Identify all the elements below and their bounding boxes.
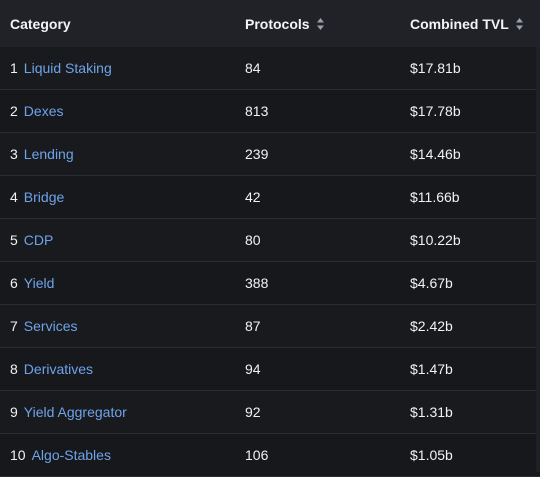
protocols-header-label: Protocols bbox=[245, 16, 310, 32]
category-cell: 8 Derivatives bbox=[10, 361, 93, 377]
table-row: 4 Bridge 42 $11.66b bbox=[0, 176, 540, 219]
protocols-cell: 92 bbox=[245, 404, 261, 420]
category-link[interactable]: Yield Aggregator bbox=[23, 404, 127, 420]
rank-number: 9 bbox=[10, 404, 18, 420]
category-column-header: Category bbox=[10, 16, 71, 32]
tvl-cell: $2.42b bbox=[410, 318, 453, 334]
category-link[interactable]: Lending bbox=[23, 146, 74, 162]
category-link[interactable]: Liquid Staking bbox=[23, 60, 112, 76]
table-row: 7 Services 87 $2.42b bbox=[0, 305, 540, 348]
category-link[interactable]: CDP bbox=[23, 232, 54, 248]
table-row: 3 Lending 239 $14.46b bbox=[0, 133, 540, 176]
rank-number: 8 bbox=[10, 361, 18, 377]
tvl-cell: $14.46b bbox=[410, 146, 461, 162]
protocols-cell: 94 bbox=[245, 361, 261, 377]
category-cell: 10 Algo-Stables bbox=[10, 447, 111, 463]
table-row: 2 Dexes 813 $17.78b bbox=[0, 90, 540, 133]
category-link[interactable]: Services bbox=[23, 318, 78, 334]
table-row: 1 Liquid Staking 84 $17.81b bbox=[0, 47, 540, 90]
tvl-cell: $11.66b bbox=[410, 189, 460, 205]
protocols-cell: 388 bbox=[245, 275, 269, 291]
rank-number: 10 bbox=[10, 447, 26, 463]
category-link[interactable]: Bridge bbox=[23, 189, 65, 205]
rank-number: 6 bbox=[10, 275, 18, 291]
tvl-header-label: Combined TVL bbox=[410, 16, 509, 32]
tvl-cell: $17.81b bbox=[410, 60, 461, 76]
rank-number: 1 bbox=[10, 60, 18, 76]
tvl-cell: $1.05b bbox=[410, 447, 453, 463]
tvl-cell: $17.78b bbox=[410, 103, 461, 119]
category-cell: 4 Bridge bbox=[10, 189, 64, 205]
protocols-cell: 87 bbox=[245, 318, 261, 334]
tvl-cell: $4.67b bbox=[410, 275, 453, 291]
protocols-cell: 42 bbox=[245, 189, 261, 205]
protocols-cell: 80 bbox=[245, 232, 261, 248]
table-row: 5 CDP 80 $10.22b bbox=[0, 219, 540, 262]
category-cell: 3 Lending bbox=[10, 146, 74, 162]
tvl-cell: $1.47b bbox=[410, 361, 453, 377]
rank-number: 2 bbox=[10, 103, 18, 119]
rank-number: 7 bbox=[10, 318, 18, 334]
protocols-cell: 84 bbox=[245, 60, 261, 76]
tvl-column-header[interactable]: Combined TVL bbox=[410, 16, 524, 32]
table-row: 6 Yield 388 $4.67b bbox=[0, 262, 540, 305]
tvl-cell: $1.31b bbox=[410, 404, 453, 420]
sort-icon[interactable] bbox=[515, 17, 524, 31]
table-header: Category Protocols Combined TVL bbox=[0, 0, 540, 48]
protocols-column-header[interactable]: Protocols bbox=[245, 16, 325, 32]
scrollbar[interactable] bbox=[536, 47, 540, 472]
category-link[interactable]: Yield bbox=[23, 275, 55, 291]
category-link[interactable]: Derivatives bbox=[23, 361, 94, 377]
category-header-label: Category bbox=[10, 16, 71, 32]
tvl-cell: $10.22b bbox=[410, 232, 461, 248]
rank-number: 5 bbox=[10, 232, 18, 248]
category-cell: 7 Services bbox=[10, 318, 77, 334]
rank-number: 4 bbox=[10, 189, 18, 205]
protocols-cell: 239 bbox=[245, 146, 269, 162]
rank-number: 3 bbox=[10, 146, 18, 162]
table-row: 10 Algo-Stables 106 $1.05b bbox=[0, 434, 540, 477]
table-row: 8 Derivatives 94 $1.47b bbox=[0, 348, 540, 391]
protocols-cell: 813 bbox=[245, 103, 269, 119]
category-cell: 9 Yield Aggregator bbox=[10, 404, 127, 420]
category-link[interactable]: Dexes bbox=[23, 103, 64, 119]
category-cell: 2 Dexes bbox=[10, 103, 63, 119]
category-cell: 1 Liquid Staking bbox=[10, 60, 112, 76]
category-link[interactable]: Algo-Stables bbox=[31, 447, 111, 463]
category-cell: 5 CDP bbox=[10, 232, 53, 248]
table-row: 9 Yield Aggregator 92 $1.31b bbox=[0, 391, 540, 434]
sort-icon[interactable] bbox=[316, 17, 325, 31]
category-cell: 6 Yield bbox=[10, 275, 54, 291]
protocols-cell: 106 bbox=[245, 447, 269, 463]
table-body: 1 Liquid Staking 84 $17.81b 2 Dexes 813 $1… bbox=[0, 47, 540, 477]
